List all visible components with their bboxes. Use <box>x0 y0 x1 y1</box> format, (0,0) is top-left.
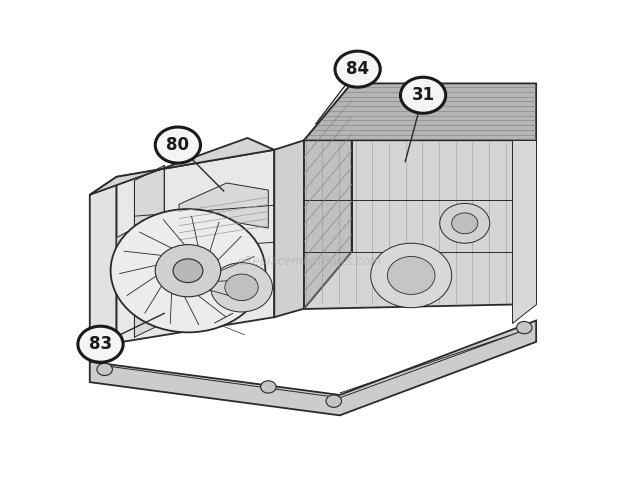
Polygon shape <box>90 138 274 195</box>
Circle shape <box>225 274 258 300</box>
Circle shape <box>260 381 276 393</box>
Circle shape <box>211 263 273 312</box>
Circle shape <box>173 259 203 283</box>
Circle shape <box>440 204 490 243</box>
Text: 80: 80 <box>166 136 189 154</box>
Circle shape <box>155 127 200 163</box>
Polygon shape <box>117 150 274 343</box>
Polygon shape <box>304 83 352 309</box>
Circle shape <box>97 363 112 375</box>
Text: eReplacementParts.com: eReplacementParts.com <box>238 255 382 268</box>
Circle shape <box>388 256 435 294</box>
Polygon shape <box>512 140 536 323</box>
Text: 84: 84 <box>346 60 369 78</box>
Circle shape <box>401 77 446 113</box>
Circle shape <box>371 243 451 308</box>
Polygon shape <box>179 183 268 242</box>
Circle shape <box>516 322 532 334</box>
Polygon shape <box>304 140 536 309</box>
Circle shape <box>451 213 478 234</box>
Polygon shape <box>90 321 536 415</box>
Text: 31: 31 <box>412 86 435 104</box>
Circle shape <box>326 395 342 407</box>
Circle shape <box>78 326 123 362</box>
Polygon shape <box>135 165 164 337</box>
Polygon shape <box>90 177 117 362</box>
Circle shape <box>110 209 265 332</box>
Polygon shape <box>274 140 304 317</box>
Polygon shape <box>304 83 536 140</box>
Circle shape <box>335 51 380 87</box>
Polygon shape <box>117 228 135 266</box>
Text: 83: 83 <box>89 335 112 353</box>
Circle shape <box>155 245 221 297</box>
